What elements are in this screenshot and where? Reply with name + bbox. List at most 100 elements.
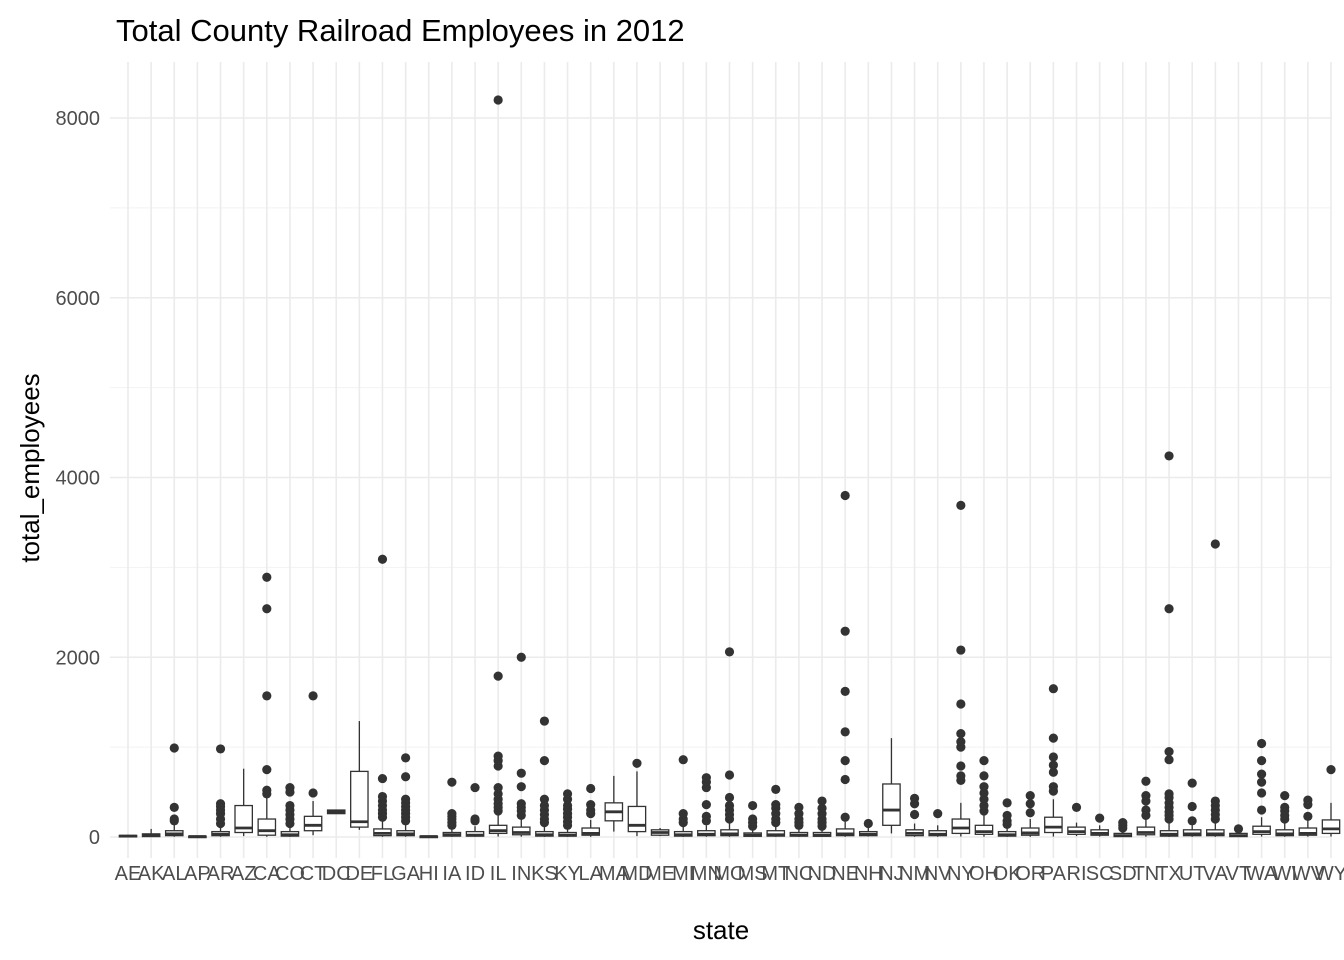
outlier-point	[377, 554, 388, 564]
outlier-point	[817, 796, 827, 806]
box-ut	[1182, 778, 1202, 837]
box-iqr	[951, 818, 971, 835]
outlier-point	[1187, 778, 1197, 788]
outlier-point	[1233, 824, 1244, 834]
outlier-point	[1118, 818, 1128, 828]
box-ks	[535, 716, 554, 837]
outlier-point	[840, 727, 850, 737]
outlier-point	[493, 782, 503, 793]
outlier-point	[701, 773, 711, 783]
x-tick-label: NJ	[879, 863, 903, 885]
box-ar	[211, 744, 230, 837]
outlier-point	[377, 773, 388, 784]
x-tick-label: MI	[672, 863, 694, 885]
outlier-point	[1025, 808, 1035, 818]
outlier-point	[979, 788, 989, 798]
outlier-point	[748, 800, 758, 811]
box-az	[234, 768, 253, 837]
box-de	[350, 721, 369, 830]
outlier-point	[169, 743, 179, 753]
outlier-point	[1048, 752, 1058, 762]
outlier-point	[956, 771, 966, 781]
y-tick-label: 6000	[56, 288, 101, 310]
x-tick-label: IA	[442, 863, 462, 885]
box-ak	[141, 828, 161, 838]
outlier-point	[470, 814, 480, 824]
outlier-point	[701, 811, 711, 821]
box-md	[627, 758, 647, 837]
outlier-point	[516, 652, 526, 662]
y-tick-labels: 0 2000 4000 6000 8000	[56, 108, 101, 849]
outlier-point	[308, 691, 318, 701]
outlier-point	[1164, 604, 1174, 614]
outlier-point	[539, 794, 550, 804]
outlier-point	[401, 772, 411, 782]
outlier-point	[215, 744, 226, 754]
outlier-point	[1141, 791, 1151, 801]
x-tick-label: RI	[1067, 863, 1087, 885]
box-wa	[1252, 738, 1271, 837]
outlier-point	[285, 782, 295, 793]
x-tick-label: VA	[1203, 863, 1229, 885]
box-wv	[1298, 795, 1318, 837]
outlier-point	[401, 794, 411, 804]
outlier-point	[562, 789, 573, 799]
outlier-point	[840, 756, 850, 766]
outlier-point	[840, 686, 850, 697]
outlier-point	[724, 792, 735, 803]
outlier-point	[401, 753, 411, 763]
outlier-point	[1002, 798, 1012, 808]
outlier-point	[1141, 805, 1151, 815]
box-iqr	[303, 815, 323, 832]
x-tick-label: AK	[138, 863, 165, 885]
y-tick-label: 4000	[56, 468, 101, 490]
outlier-point	[840, 490, 850, 501]
outlier-point	[794, 809, 804, 819]
x-tick-label: OK	[993, 863, 1023, 885]
x-tick-label: ID	[465, 863, 485, 885]
box-ms	[743, 800, 762, 837]
outlier-point	[1164, 789, 1174, 799]
box-wi	[1275, 791, 1295, 837]
box-hi	[419, 835, 439, 839]
box-vt	[1229, 824, 1248, 838]
outlier-point	[632, 758, 642, 768]
outlier-point	[1048, 733, 1058, 743]
x-tick-label: GA	[391, 863, 421, 885]
x-tick-label: MN	[691, 863, 722, 885]
outlier-point	[1164, 747, 1174, 757]
outlier-point	[979, 756, 989, 766]
outlier-point	[794, 802, 804, 812]
outlier-point	[724, 647, 735, 657]
outlier-point	[933, 809, 943, 819]
x-tick-label: IN	[511, 863, 531, 885]
outlier-point	[470, 782, 480, 793]
outlier-point	[1256, 769, 1267, 779]
outlier-point	[771, 784, 781, 794]
box-va	[1206, 539, 1225, 837]
outlier-point	[771, 800, 781, 810]
outlier-point	[701, 800, 711, 810]
x-tick-label: DC	[322, 863, 351, 885]
outlier-point	[956, 737, 966, 747]
box-iqr	[350, 770, 369, 828]
outlier-point	[1164, 755, 1174, 765]
x-tick-label: CA	[253, 863, 281, 885]
outlier-point	[539, 716, 550, 726]
box-ga	[396, 753, 415, 837]
box-iqr	[627, 805, 647, 833]
outlier-point	[1002, 810, 1012, 821]
box-me	[650, 828, 670, 837]
outlier-point	[956, 761, 966, 771]
box-iqr	[882, 783, 901, 826]
outlier-point	[1141, 776, 1151, 786]
box-ri	[1067, 802, 1086, 837]
outlier-point	[678, 809, 688, 819]
x-tick-label: TN	[1133, 863, 1160, 885]
x-tick-label: OH	[969, 863, 999, 885]
x-axis-title: state	[693, 915, 749, 945]
outlier-point	[1164, 451, 1174, 461]
y-tick-label: 8000	[56, 108, 101, 130]
